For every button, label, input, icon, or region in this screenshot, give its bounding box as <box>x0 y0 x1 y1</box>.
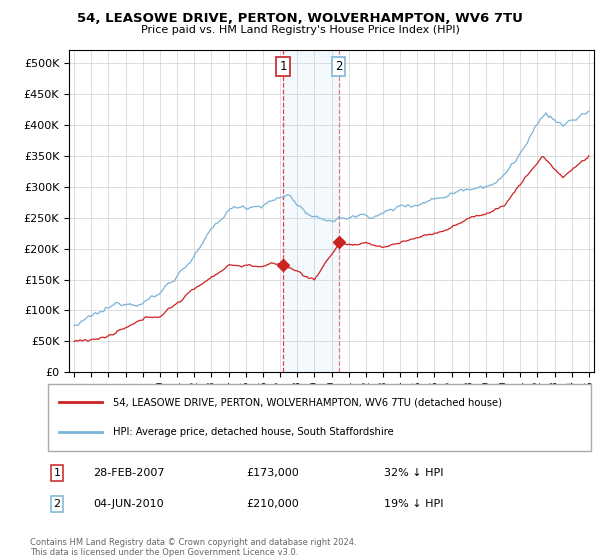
Text: 2: 2 <box>53 499 61 509</box>
Text: 04-JUN-2010: 04-JUN-2010 <box>93 499 164 509</box>
Text: Price paid vs. HM Land Registry's House Price Index (HPI): Price paid vs. HM Land Registry's House … <box>140 25 460 35</box>
Text: 54, LEASOWE DRIVE, PERTON, WOLVERHAMPTON, WV6 7TU: 54, LEASOWE DRIVE, PERTON, WOLVERHAMPTON… <box>77 12 523 25</box>
Text: 2: 2 <box>335 60 343 73</box>
Text: 1: 1 <box>53 468 61 478</box>
Text: £210,000: £210,000 <box>246 499 299 509</box>
FancyBboxPatch shape <box>48 384 591 451</box>
Text: 32% ↓ HPI: 32% ↓ HPI <box>384 468 443 478</box>
Text: 1: 1 <box>279 60 287 73</box>
Text: £173,000: £173,000 <box>246 468 299 478</box>
Text: 54, LEASOWE DRIVE, PERTON, WOLVERHAMPTON, WV6 7TU (detached house): 54, LEASOWE DRIVE, PERTON, WOLVERHAMPTON… <box>113 398 502 408</box>
Text: 28-FEB-2007: 28-FEB-2007 <box>93 468 164 478</box>
Text: HPI: Average price, detached house, South Staffordshire: HPI: Average price, detached house, Sout… <box>113 427 394 437</box>
Bar <box>283 50 339 372</box>
Text: 19% ↓ HPI: 19% ↓ HPI <box>384 499 443 509</box>
Text: Contains HM Land Registry data © Crown copyright and database right 2024.
This d: Contains HM Land Registry data © Crown c… <box>30 538 356 557</box>
